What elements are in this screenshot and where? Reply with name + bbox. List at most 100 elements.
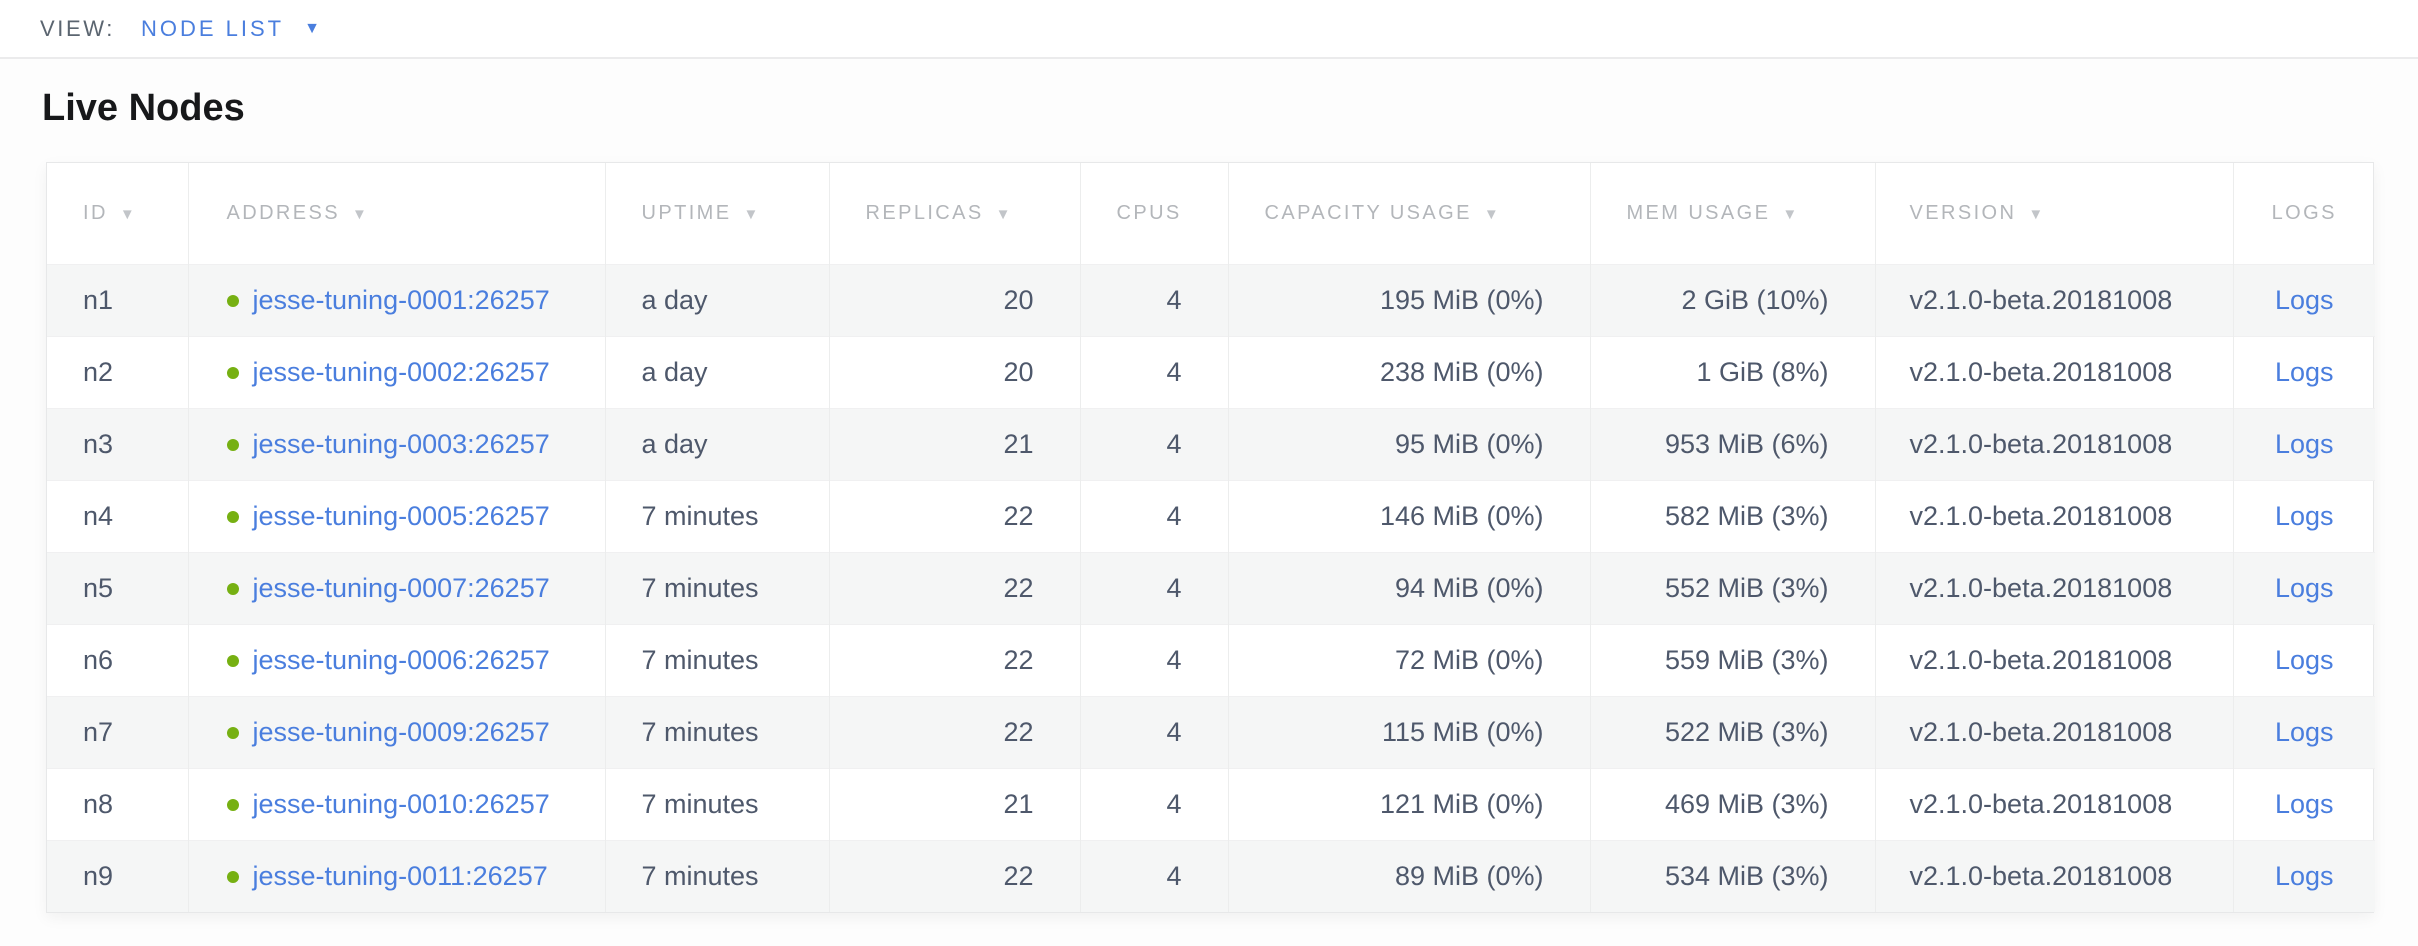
logs-link[interactable]: Logs — [2274, 644, 2334, 675]
replicas-cell: 21 — [828, 767, 1080, 840]
view-label: VIEW: — [40, 15, 115, 41]
address-cell: jesse-tuning-0006:26257 — [187, 623, 605, 696]
replicas-cell: 22 — [828, 479, 1080, 552]
node-address-link[interactable]: jesse-tuning-0011:26257 — [252, 860, 548, 891]
column-header-uptime[interactable]: UPTIME ▼ — [604, 163, 829, 264]
logs-cell: Logs — [2232, 263, 2375, 336]
cpus-cell: 4 — [1079, 335, 1228, 408]
cpus-cell: 4 — [1079, 695, 1228, 768]
capacity-cell: 115 MiB (0%) — [1227, 695, 1590, 768]
id-cell: n1 — [47, 263, 188, 336]
id-cell: n6 — [47, 623, 188, 696]
node-row-n3: n3 jesse-tuning-0003:26257 a day 21 4 95 MiB … — [47, 407, 2375, 480]
node-status-icon — [226, 870, 239, 883]
mem-cell: 522 MiB (3%) — [1589, 695, 1875, 768]
node-address-link[interactable]: jesse-tuning-0003:26257 — [252, 428, 550, 459]
view-dropdown-value: NODE LIST — [140, 15, 285, 41]
id-cell: n9 — [47, 839, 188, 912]
version-cell: v2.1.0-beta.20181008 — [1874, 839, 2233, 912]
node-status-icon — [226, 726, 239, 739]
column-header-cpus: CPUS — [1079, 163, 1228, 264]
logs-link[interactable]: Logs — [2274, 860, 2334, 891]
column-label-id: ID — [83, 201, 108, 224]
uptime-cell: 7 minutes — [604, 623, 829, 696]
version-cell: v2.1.0-beta.20181008 — [1874, 479, 2233, 552]
logs-link[interactable]: Logs — [2274, 356, 2334, 387]
uptime-cell: 7 minutes — [604, 479, 829, 552]
address-cell: jesse-tuning-0010:26257 — [187, 767, 605, 840]
version-cell: v2.1.0-beta.20181008 — [1874, 623, 2233, 696]
id-cell: n4 — [47, 479, 188, 552]
version-cell: v2.1.0-beta.20181008 — [1874, 263, 2233, 336]
node-status-icon — [226, 438, 239, 451]
column-label-replicas: REPLICAS — [865, 201, 984, 224]
capacity-cell: 195 MiB (0%) — [1227, 263, 1590, 336]
capacity-cell: 146 MiB (0%) — [1227, 479, 1590, 552]
uptime-cell: a day — [604, 407, 829, 480]
logs-link[interactable]: Logs — [2274, 500, 2334, 531]
column-header-capacity[interactable]: CAPACITY USAGE ▼ — [1227, 163, 1590, 264]
column-header-replicas[interactable]: REPLICAS ▼ — [828, 163, 1080, 264]
node-row-n4: n4 jesse-tuning-0005:26257 7 minutes 22 4 146… — [47, 479, 2375, 552]
table-header-row: ID ▼ ADDRESS ▼ UPTIME ▼ REPLICAS ▼ CPUS CAPACITY … — [47, 163, 2375, 264]
uptime-cell: a day — [604, 263, 829, 336]
column-header-address[interactable]: ADDRESS ▼ — [187, 163, 605, 264]
column-header-version[interactable]: VERSION ▼ — [1874, 163, 2233, 264]
node-status-icon — [226, 366, 239, 379]
node-address-link[interactable]: jesse-tuning-0007:26257 — [252, 572, 550, 603]
capacity-cell: 72 MiB (0%) — [1227, 623, 1590, 696]
replicas-cell: 22 — [828, 551, 1080, 624]
version-cell: v2.1.0-beta.20181008 — [1874, 335, 2233, 408]
address-cell: jesse-tuning-0003:26257 — [187, 407, 605, 480]
logs-cell: Logs — [2232, 551, 2375, 624]
id-cell: n3 — [47, 407, 188, 480]
node-address-link[interactable]: jesse-tuning-0006:26257 — [252, 644, 550, 675]
mem-cell: 2 GiB (10%) — [1589, 263, 1875, 336]
node-address-link[interactable]: jesse-tuning-0001:26257 — [252, 284, 550, 315]
column-header-mem[interactable]: MEM USAGE ▼ — [1589, 163, 1875, 264]
address-cell: jesse-tuning-0002:26257 — [187, 335, 605, 408]
cpus-cell: 4 — [1079, 479, 1228, 552]
cpus-cell: 4 — [1079, 551, 1228, 624]
node-address-link[interactable]: jesse-tuning-0005:26257 — [252, 500, 550, 531]
address-cell: jesse-tuning-0009:26257 — [187, 695, 605, 768]
mem-cell: 582 MiB (3%) — [1589, 479, 1875, 552]
column-label-cpus: CPUS — [1116, 201, 1182, 224]
view-dropdown[interactable]: NODE LIST ▼ — [141, 16, 320, 42]
node-row-n1: n1 jesse-tuning-0001:26257 a day 20 4 195 MiB… — [47, 263, 2375, 336]
version-cell: v2.1.0-beta.20181008 — [1874, 407, 2233, 480]
version-cell: v2.1.0-beta.20181008 — [1874, 695, 2233, 768]
capacity-cell: 238 MiB (0%) — [1227, 335, 1590, 408]
node-address-link[interactable]: jesse-tuning-0009:26257 — [252, 716, 550, 747]
column-header-logs: LOGS — [2232, 163, 2375, 264]
column-label-logs: LOGS — [2271, 201, 2337, 224]
page-title: Live Nodes — [42, 87, 245, 129]
id-cell: n8 — [47, 767, 188, 840]
sort-desc-icon: ▼ — [119, 205, 138, 223]
address-cell: jesse-tuning-0001:26257 — [187, 263, 605, 336]
node-table-body: n1 jesse-tuning-0001:26257 a day 20 4 195 MiB… — [47, 263, 2375, 912]
node-row-n7: n7 jesse-tuning-0009:26257 7 minutes 22 4 115… — [47, 695, 2375, 768]
id-cell: n7 — [47, 695, 188, 768]
node-list-table: ID ▼ ADDRESS ▼ UPTIME ▼ REPLICAS ▼ CPUS CAPACITY … — [47, 163, 2375, 912]
address-cell: jesse-tuning-0007:26257 — [187, 551, 605, 624]
capacity-cell: 121 MiB (0%) — [1227, 767, 1590, 840]
cpus-cell: 4 — [1079, 263, 1228, 336]
logs-link[interactable]: Logs — [2274, 788, 2334, 819]
mem-cell: 552 MiB (3%) — [1589, 551, 1875, 624]
logs-cell: Logs — [2232, 839, 2375, 912]
logs-cell: Logs — [2232, 623, 2375, 696]
node-address-link[interactable]: jesse-tuning-0002:26257 — [252, 356, 550, 387]
mem-cell: 1 GiB (8%) — [1589, 335, 1875, 408]
cpus-cell: 4 — [1079, 407, 1228, 480]
uptime-cell: 7 minutes — [604, 695, 829, 768]
node-status-icon — [226, 654, 239, 667]
logs-link[interactable]: Logs — [2274, 428, 2334, 459]
logs-link[interactable]: Logs — [2274, 284, 2334, 315]
uptime-cell: a day — [604, 335, 829, 408]
node-row-n8: n8 jesse-tuning-0010:26257 7 minutes 21 4 121… — [47, 767, 2375, 840]
logs-link[interactable]: Logs — [2274, 716, 2334, 747]
logs-link[interactable]: Logs — [2274, 572, 2334, 603]
node-address-link[interactable]: jesse-tuning-0010:26257 — [252, 788, 550, 819]
column-header-id[interactable]: ID ▼ — [47, 163, 188, 264]
